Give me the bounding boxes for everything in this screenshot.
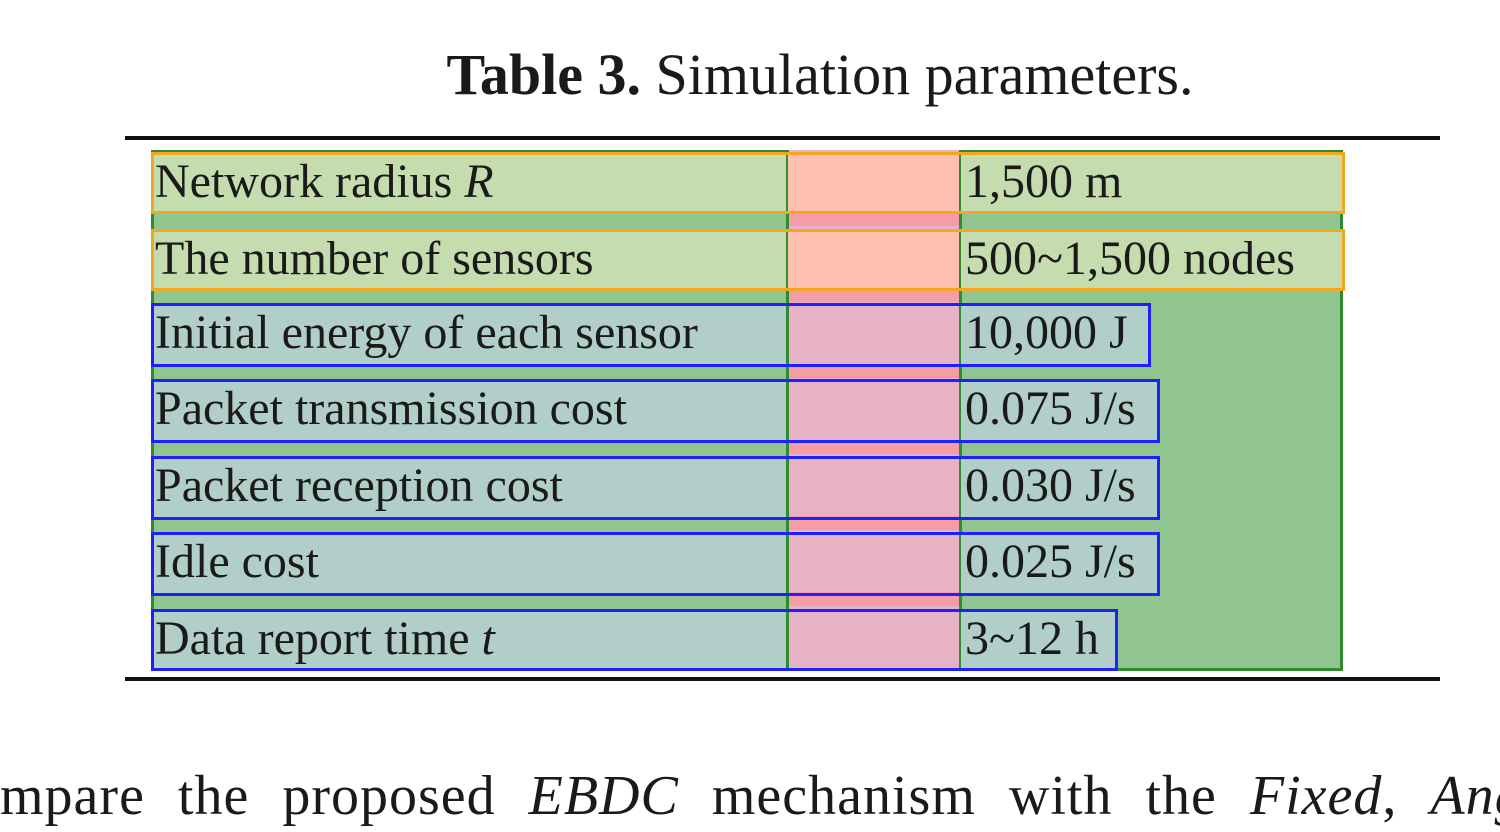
table-caption-label: Table 3.	[446, 42, 641, 107]
value-cell: 0.025 J/s	[961, 532, 1160, 594]
param-cell: Initial energy of each sensor	[151, 303, 786, 365]
value-cell: 3~12 h	[961, 609, 1118, 669]
param-cell: Data report time t	[151, 609, 786, 669]
value-cell: 0.030 J/s	[961, 456, 1160, 518]
value-cell: 10,000 J	[961, 303, 1151, 365]
param-cell: The number of sensors	[151, 229, 786, 289]
column-divider	[959, 150, 962, 671]
param-cell: Network radius R	[151, 152, 786, 212]
value-cell: 1,500 m	[961, 152, 1343, 212]
param-cell: Packet reception cost	[151, 456, 786, 518]
param-cell: Packet transmission cost	[151, 379, 786, 441]
param-cell: Idle cost	[151, 532, 786, 594]
body-paragraph: mpare the proposed EBDC mechanism with t…	[0, 765, 1500, 827]
column-divider	[786, 150, 789, 671]
value-cell: 0.075 J/s	[961, 379, 1160, 441]
table-caption: Table 3. Simulation parameters.	[0, 40, 1500, 110]
table-caption-text: Simulation parameters.	[655, 42, 1194, 107]
table-bottom-rule	[125, 677, 1440, 681]
table-top-rule	[125, 136, 1440, 140]
value-cell: 500~1,500 nodes	[961, 229, 1343, 289]
